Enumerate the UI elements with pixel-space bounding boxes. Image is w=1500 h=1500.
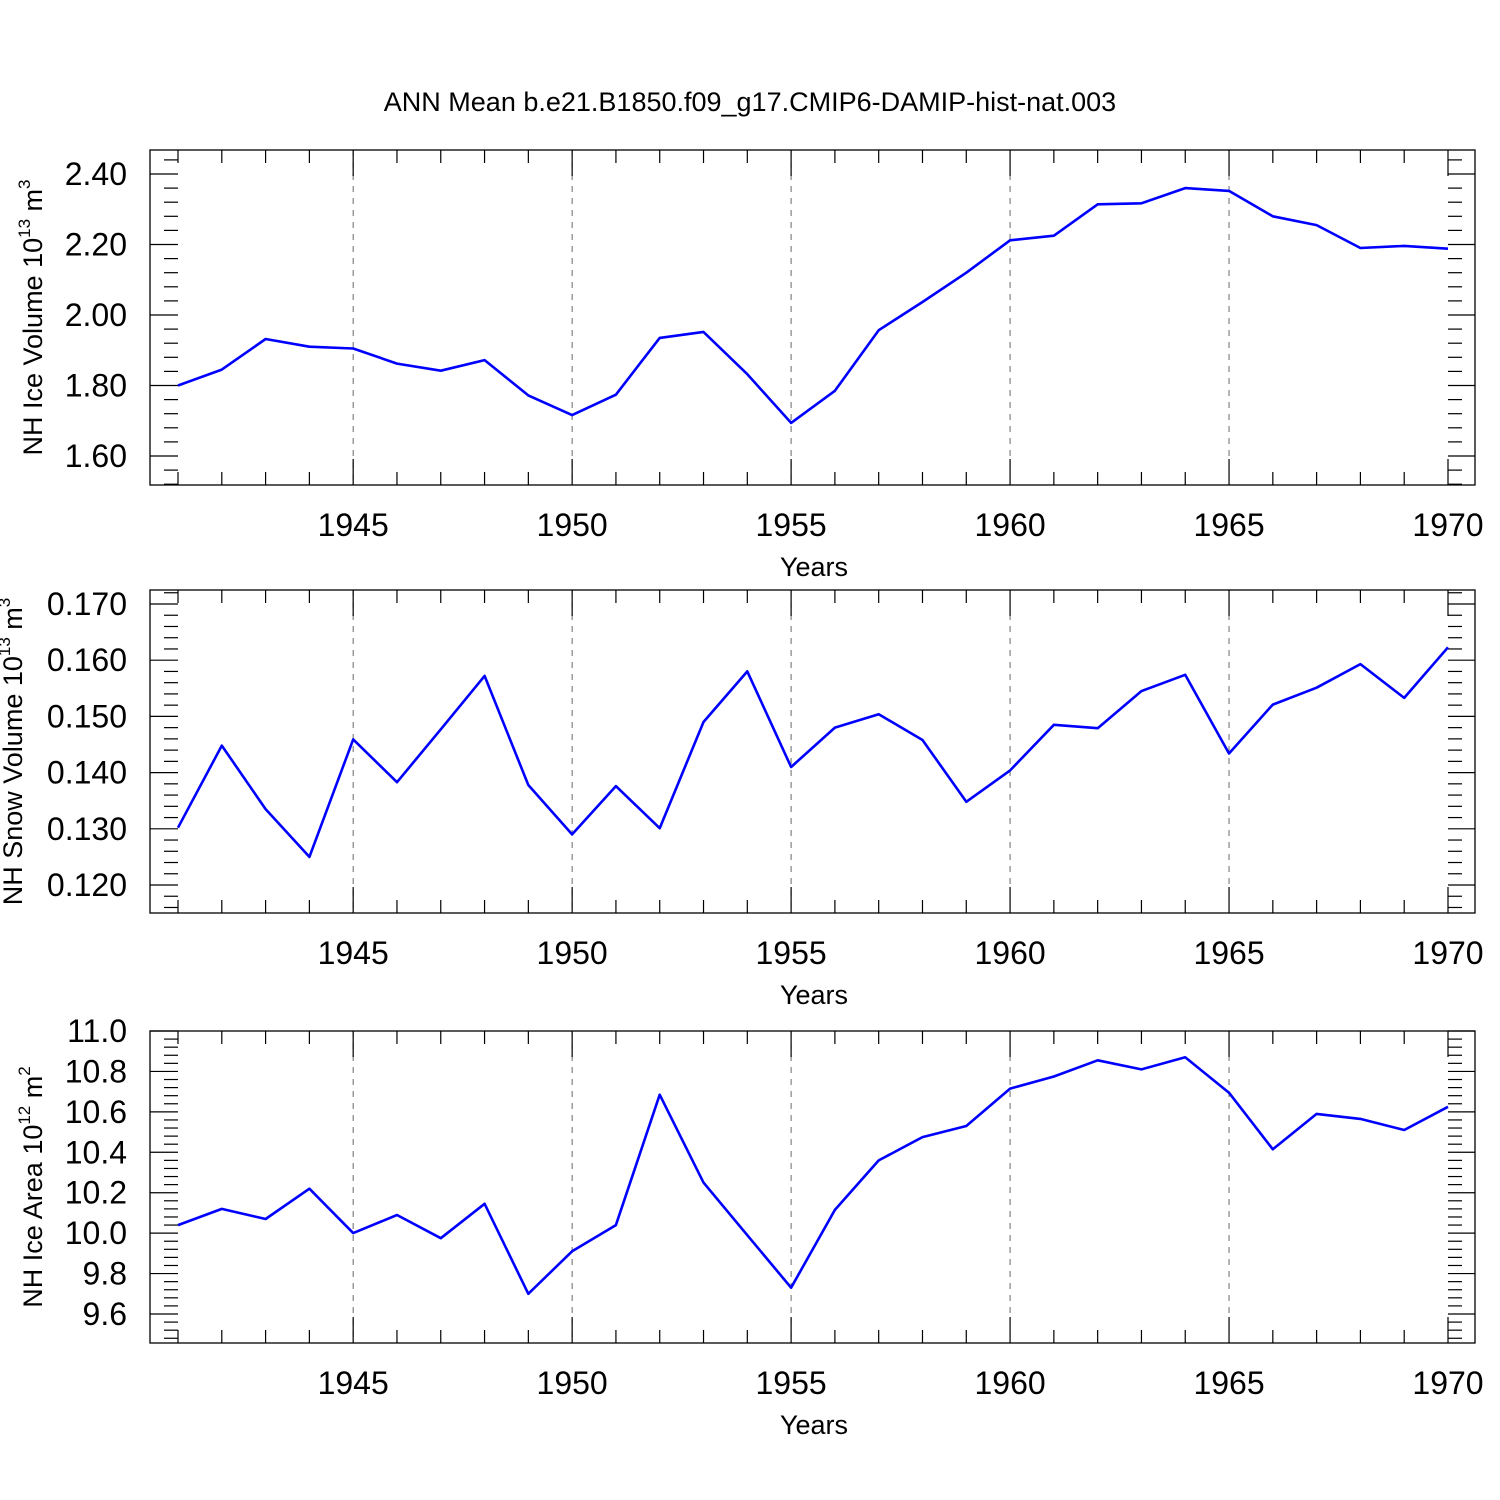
x-tick-label: 1950 xyxy=(537,935,608,971)
x-tick-label: 1955 xyxy=(756,935,827,971)
x-tick-label: 1960 xyxy=(974,935,1045,971)
x-axis-label: Years xyxy=(780,1410,848,1440)
y-axis-label: NH Ice Volume 1013 m3 xyxy=(15,180,48,456)
x-tick-label: 1970 xyxy=(1412,1365,1483,1401)
x-tick-label: 1960 xyxy=(974,507,1045,543)
x-tick-label: 1965 xyxy=(1193,1365,1264,1401)
y-tick-label: 0.130 xyxy=(47,811,127,847)
x-tick-label: 1945 xyxy=(318,1365,389,1401)
x-tick-label: 1950 xyxy=(537,507,608,543)
panel-2: 0.120 0.130 0.140 0.150 0.160 0.170 1945 1950 19… xyxy=(0,586,1484,1010)
y-tick-label: 11.0 xyxy=(67,1013,127,1049)
x-tick-label: 1945 xyxy=(318,507,389,543)
y-tick-label: 10.4 xyxy=(65,1134,127,1170)
y-tick-label: 0.170 xyxy=(47,586,127,622)
x-tick-label: 1945 xyxy=(318,935,389,971)
x-tick-label: 1950 xyxy=(537,1365,608,1401)
y-tick-label: 0.150 xyxy=(47,698,127,734)
y-axis-label: NH Ice Area 1012 m2 xyxy=(15,1066,48,1307)
x-tick-label: 1965 xyxy=(1193,507,1264,543)
y-tick-label: 10.2 xyxy=(65,1175,127,1211)
y-tick-label: 9.6 xyxy=(83,1296,127,1332)
y-tick-label: 0.140 xyxy=(47,755,127,791)
y-tick-label: 2.40 xyxy=(65,156,127,192)
x-axis-label: Years xyxy=(780,980,848,1010)
y-tick-label: 10.0 xyxy=(65,1215,127,1251)
series-line xyxy=(177,1056,1449,1296)
x-tick-label: 1965 xyxy=(1193,935,1264,971)
y-tick-label: 0.160 xyxy=(47,642,127,678)
y-axis-label: NH Snow Volume 1013 m3 xyxy=(0,598,28,906)
chart-title: ANN Mean b.e21.B1850.f09_g17.CMIP6-DAMIP… xyxy=(384,87,1116,117)
chart-panels: 1.60 1.80 2.00 2.20 2.40 1945 1950 1955 1960 1965… xyxy=(0,149,1484,1440)
y-tick-label: 1.80 xyxy=(65,368,127,404)
y-tick-label: 2.00 xyxy=(65,297,127,333)
plot-frame xyxy=(149,589,1476,914)
series-line xyxy=(176,646,1449,859)
y-tick-label: 9.8 xyxy=(83,1256,127,1292)
y-tick-label: 10.8 xyxy=(65,1053,127,1089)
x-tick-label: 1970 xyxy=(1412,935,1483,971)
x-tick-label: 1955 xyxy=(756,1365,827,1401)
x-tick-label: 1955 xyxy=(756,507,827,543)
y-tick-label: 10.6 xyxy=(65,1094,127,1130)
y-tick-label: 1.60 xyxy=(65,438,127,474)
plot-frame xyxy=(149,1030,1476,1344)
series-line xyxy=(177,186,1449,425)
panel-1: 1.60 1.80 2.00 2.20 2.40 1945 1950 1955 1960 1965… xyxy=(15,149,1484,582)
panel-3: 9.6 9.8 10.0 10.2 10.4 10.6 10.8 11.0 1945 1950 19… xyxy=(15,1013,1484,1440)
y-tick-label: 0.120 xyxy=(47,867,127,903)
plot-frame xyxy=(149,149,1476,486)
x-tick-label: 1960 xyxy=(974,1365,1045,1401)
x-axis-label: Years xyxy=(780,552,848,582)
y-tick-label: 2.20 xyxy=(65,227,127,263)
x-tick-label: 1970 xyxy=(1412,507,1483,543)
